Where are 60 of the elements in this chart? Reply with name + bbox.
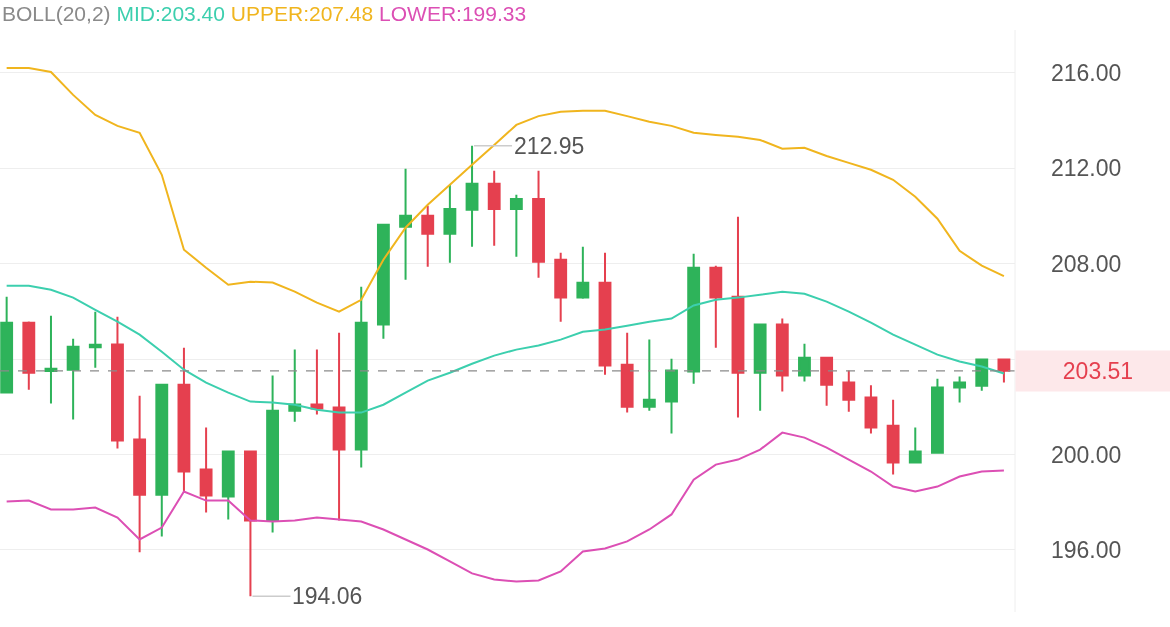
candlestick [842,369,856,413]
candlestick [931,377,944,454]
candlestick [465,144,479,248]
ref-line-label: 203.51 [1062,358,1134,384]
candlestick [975,358,989,392]
candlestick [177,346,191,493]
candlestick [598,251,612,376]
candlestick [554,251,568,323]
candlestick [487,169,501,247]
candlestick [908,426,922,464]
candlestick [66,337,80,421]
y-tick-label: 200.00 [1051,441,1122,468]
y-tick-label: 208.00 [1051,250,1122,277]
text: LOWER:199.33 [379,2,527,25]
candlestick [288,348,302,423]
candlestick [665,357,678,435]
candlestick [199,426,213,514]
candlestick [244,450,257,598]
chart-title: BOLL(20,2) [2,2,111,25]
candlestick [221,450,235,521]
annotation: 194.06 [292,583,363,609]
candlestick [775,317,789,393]
candlestick [155,383,169,538]
candlestick [709,264,723,349]
candlestick [133,394,147,554]
candlestick [399,167,412,281]
y-tick-label: 196.00 [1051,537,1122,564]
text: MID:203.40 [116,2,225,25]
candlestick [111,315,124,450]
candlestick [376,223,390,340]
line-series [5,284,1005,414]
candlestick [354,285,368,469]
y-tick-label: 216.00 [1051,59,1122,86]
candlestick [266,374,280,534]
candlestick [953,375,967,404]
candlestick [509,193,523,258]
candlestick [687,252,701,385]
candlestick [753,322,767,412]
candlestick [310,348,324,416]
y-tick-label: 212.00 [1051,155,1122,182]
line-series [5,431,1005,583]
candlestick [642,338,656,412]
candlestick [0,295,14,394]
candlestick [421,204,435,268]
text: UPPER:207.48 [230,2,374,25]
annotation: 212.95 [514,133,585,159]
candlestick [798,342,811,383]
candlestick [731,215,745,419]
candlestick [820,356,834,407]
candlestick [44,314,58,405]
candlestick [22,320,36,391]
line-series [5,66,1005,313]
candlestick [576,245,590,300]
candlestick [443,183,457,264]
candlestick [532,169,545,279]
candlestick [886,398,900,476]
candlestick [997,357,1011,384]
candlestick [864,384,878,435]
candlestick [620,331,634,414]
candlestick [88,310,102,369]
